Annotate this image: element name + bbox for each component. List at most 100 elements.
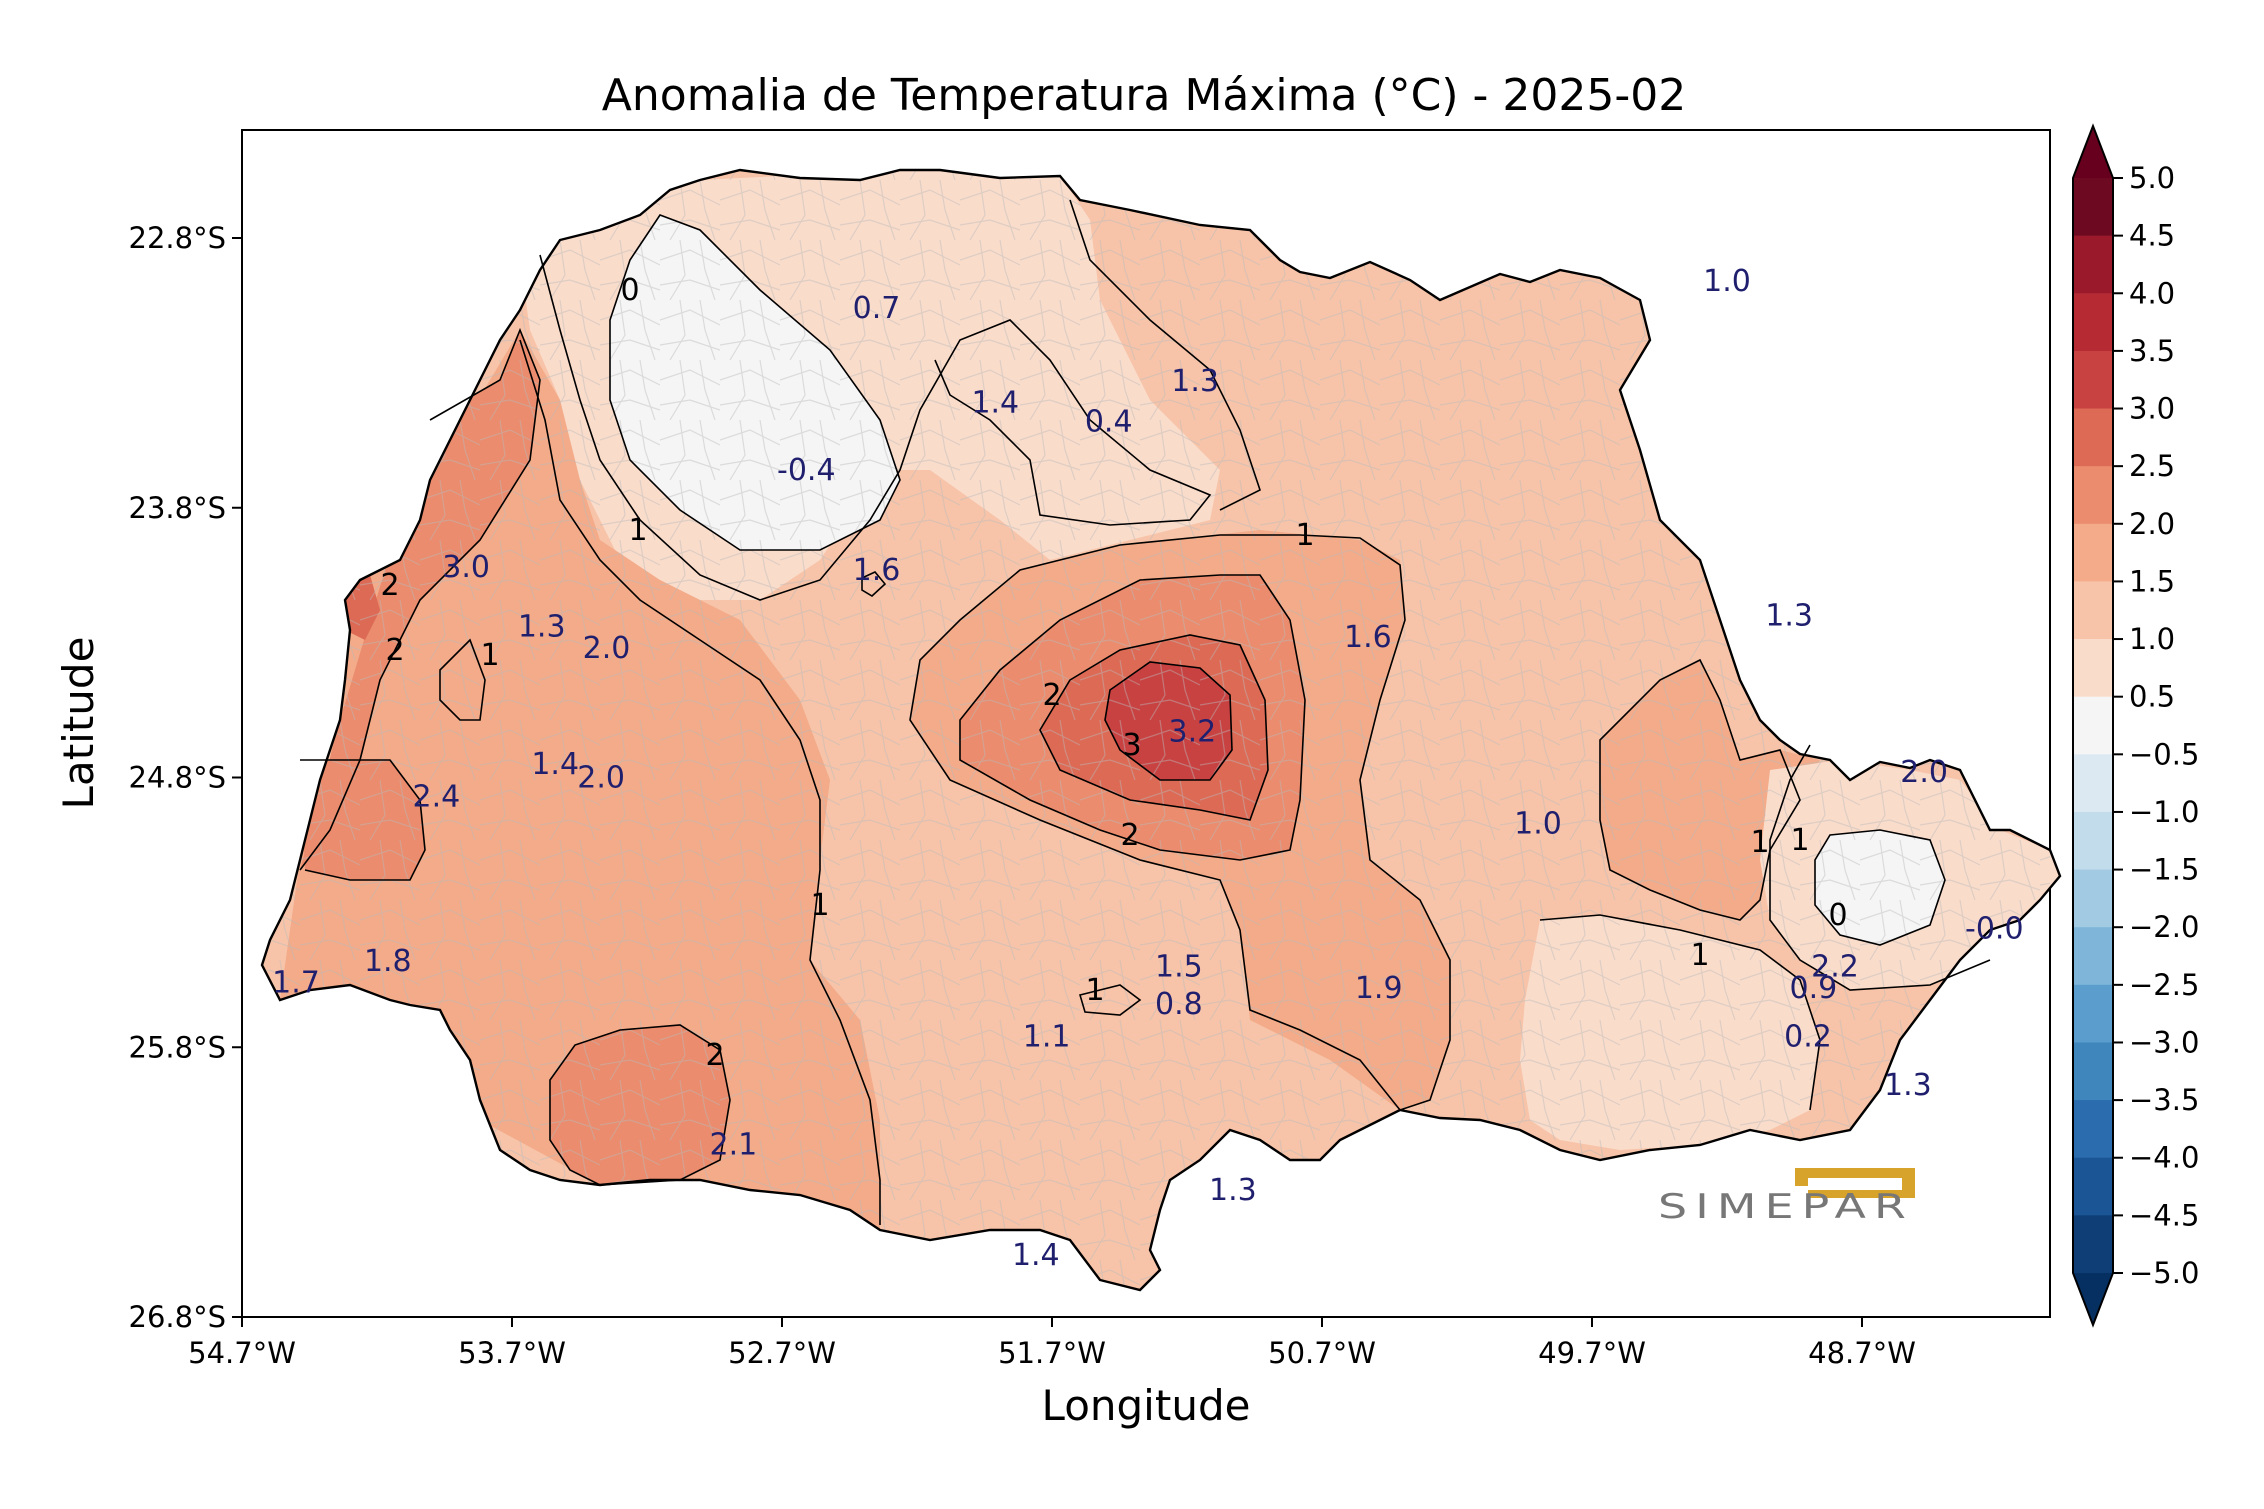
colorbar-tick-label: 1.0 [2129, 622, 2175, 656]
contour-1-loop [439, 638, 486, 721]
station-value: 3.0 [442, 550, 490, 585]
station-value: 0.8 [1155, 987, 1203, 1022]
contour-label: 2 [380, 568, 399, 603]
station-value: 1.5 [1155, 949, 1203, 984]
colorbar-tick-label: −5.0 [2129, 1256, 2199, 1290]
contour-label: 1 [1295, 518, 1314, 553]
colorbar-segment [2073, 927, 2113, 986]
y-axis-label: Latitude [54, 637, 103, 810]
contour-label: 3 [1122, 728, 1141, 763]
colorbar-segment [2073, 235, 2113, 294]
x-tick-label: 54.7°W [188, 1336, 296, 1370]
colorbar-tick-label: 4.0 [2129, 276, 2175, 310]
station-value: 2.4 [413, 779, 461, 814]
station-value: 1.3 [1884, 1068, 1932, 1103]
colorbar-under-arrow [2073, 1273, 2113, 1325]
contour-1-north [539, 254, 1212, 601]
colorbar-tick-label: −4.5 [2129, 1198, 2199, 1232]
contour-label: 1 [1690, 938, 1709, 973]
x-tick-label: 52.7°W [728, 1336, 836, 1370]
station-value: 1.8 [364, 944, 412, 979]
colorbar-tick-label: 0.5 [2129, 680, 2175, 714]
contour-1-small [1078, 984, 1142, 1016]
station-value: 0.2 [1784, 1019, 1832, 1054]
simepar-logo: SIMEPAR [1658, 1168, 1915, 1227]
station-value: 1.0 [1703, 264, 1751, 299]
chart-title: Anomalia de Temperatura Máxima (°C) - 20… [602, 70, 1686, 121]
colorbar-tick-label: 2.0 [2129, 507, 2175, 541]
colorbar-tick-label: −2.0 [2129, 910, 2199, 944]
station-value: 1.1 [1023, 1019, 1071, 1054]
colorbar-segment [2073, 466, 2113, 525]
y-tick-label: 22.8°S [129, 221, 226, 255]
colorbar-segment [2073, 1215, 2113, 1274]
colorbar-tick-label: 2.5 [2129, 449, 2175, 483]
station-values: 0.7 1.0 1.3 1.4 0.4 -0.4 1.6 3.0 1.3 2.0 1.6 1.3 3.2… [272, 264, 2023, 1273]
contour-labels: 0 1 1 2 2 1 2 3 2 1 1 2 1 1 0 1 [380, 273, 1847, 1073]
station-value: 2.2 [1811, 949, 1859, 984]
colorbar-tick-label: 1.5 [2129, 564, 2175, 598]
colorbar-segment [2073, 639, 2113, 698]
x-tick-label: 53.7°W [458, 1336, 566, 1370]
contour-2-central [959, 574, 1306, 861]
contour-1-coast [1769, 744, 1991, 991]
x-tick-label: 50.7°W [1268, 1336, 1376, 1370]
colorbar-segment [2073, 523, 2113, 582]
contour-1-west [519, 339, 881, 1225]
y-tick-label: 23.8°S [129, 491, 226, 525]
colorbar-tick-label: −3.0 [2129, 1025, 2199, 1059]
logo-mark [1795, 1168, 1915, 1198]
contour-1-northeast [1069, 199, 1261, 511]
colorbar-tick-label: −1.0 [2129, 795, 2199, 829]
station-value: 1.6 [1344, 620, 1392, 655]
station-value: 1.3 [1209, 1173, 1257, 1208]
station-value: 1.3 [1171, 364, 1219, 399]
colorbar-segment [2073, 696, 2113, 755]
x-tick-label: 51.7°W [998, 1336, 1106, 1370]
x-tick-label: 49.7°W [1538, 1336, 1646, 1370]
contour-label: 1 [1790, 823, 1809, 858]
station-value: 2.0 [1900, 755, 1948, 790]
contour-label: 1 [628, 513, 647, 548]
parana-state-outline [260, 168, 2062, 1292]
station-value: 1.3 [518, 609, 566, 644]
contour-lines [299, 199, 1991, 1225]
contour-label: 1 [480, 638, 499, 673]
colorbar-segment [2073, 408, 2113, 467]
y-tick-label: 24.8°S [129, 761, 226, 795]
station-value: 1.3 [1765, 599, 1813, 634]
station-value: 1.6 [853, 553, 901, 588]
colorbar-segment [2073, 1157, 2113, 1216]
y-tick-label: 26.8°S [129, 1300, 226, 1334]
colorbar-segment [2073, 1100, 2113, 1159]
contour-2-inner [1039, 634, 1269, 821]
colorbar-tick-label: 5.0 [2129, 161, 2175, 195]
contour-2-southwest [300, 759, 426, 881]
y-axis-ticks: 22.8°S 23.8°S 24.8°S 25.8°S 26.8°S [129, 221, 242, 1334]
logo-text: SIMEPAR [1658, 1187, 1914, 1227]
contour-1-southeast [1539, 914, 1821, 1111]
contour-1-small-2 [861, 571, 887, 597]
colorbar-segment [2073, 581, 2113, 640]
colorbar: 5.0 4.5 4.0 3.5 3.0 2.5 2.0 1.5 1.0 0.5 −0.5 −1.0 −1… [2072, 123, 2199, 1328]
station-value: 1.7 [272, 966, 320, 1001]
colorbar-tick-label: −3.5 [2129, 1083, 2199, 1117]
station-value: -0.0 [1965, 912, 2024, 947]
station-value: 0.9 [1790, 971, 1838, 1006]
colorbar-tick-label: −1.5 [2129, 853, 2199, 887]
station-value: 1.4 [531, 747, 579, 782]
contour-label: 2 [705, 1038, 724, 1073]
station-value: 2.0 [577, 761, 625, 796]
colorbar-tick-label: 3.5 [2129, 334, 2175, 368]
x-axis-ticks: 54.7°W 53.7°W 52.7°W 51.7°W 50.7°W 49.7°W 48.7… [188, 1317, 1916, 1370]
contour-label: 1 [1085, 973, 1104, 1008]
colorbar-tick-label: −0.5 [2129, 737, 2199, 771]
y-tick-label: 25.8°S [129, 1030, 226, 1064]
contour-3-central [1104, 661, 1233, 781]
station-value: 1.0 [1514, 806, 1562, 841]
station-value: 0.4 [1085, 404, 1133, 439]
colorbar-tick-label: −4.0 [2129, 1141, 2199, 1175]
contour-0-coast [1814, 829, 1946, 946]
station-value: 3.2 [1169, 715, 1217, 750]
